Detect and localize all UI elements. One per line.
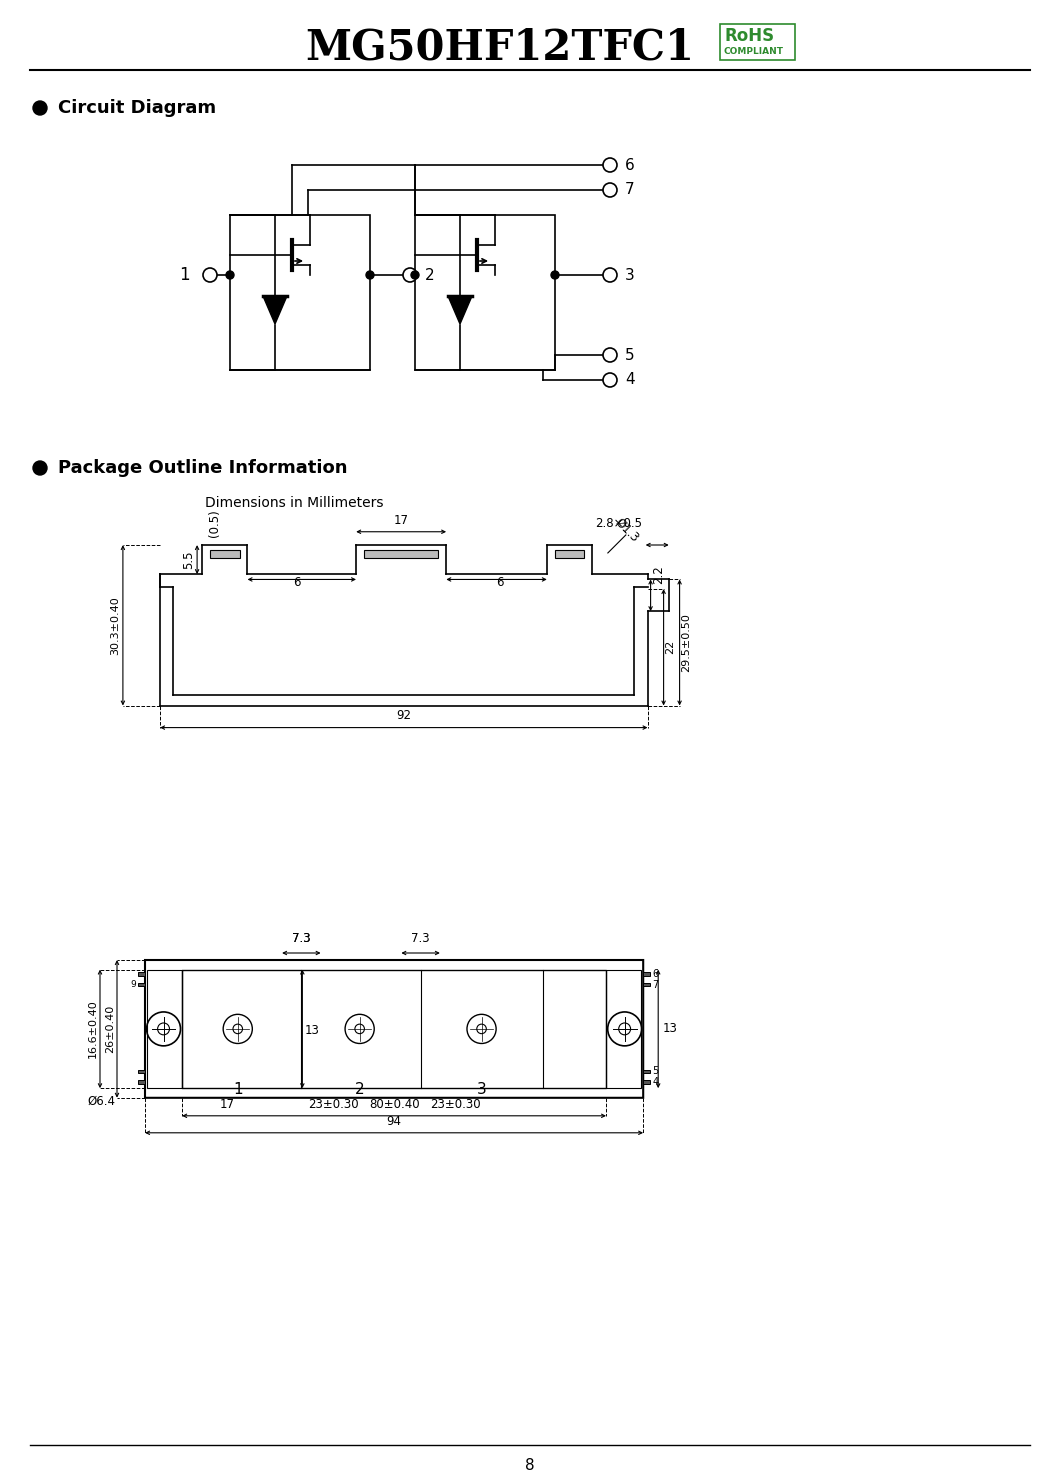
Text: 1: 1 xyxy=(179,266,190,283)
Text: Ø6.4: Ø6.4 xyxy=(87,1095,114,1107)
Text: 13: 13 xyxy=(662,1022,677,1036)
Circle shape xyxy=(411,272,419,279)
Bar xyxy=(210,551,240,558)
Text: 7.3: 7.3 xyxy=(411,932,430,945)
Polygon shape xyxy=(448,295,472,324)
Circle shape xyxy=(366,272,374,279)
Text: 2.2: 2.2 xyxy=(653,565,666,583)
Text: 5.5: 5.5 xyxy=(182,551,195,568)
Text: 2.8×0.5: 2.8×0.5 xyxy=(596,516,642,530)
Text: 3: 3 xyxy=(625,267,635,282)
Circle shape xyxy=(226,272,234,279)
Circle shape xyxy=(603,372,617,387)
Bar xyxy=(147,969,182,1088)
Text: 6: 6 xyxy=(293,576,301,589)
Text: 4: 4 xyxy=(625,372,635,387)
Circle shape xyxy=(403,269,417,282)
Bar xyxy=(138,1070,145,1073)
Circle shape xyxy=(33,462,47,475)
Text: 8: 8 xyxy=(525,1457,535,1472)
Text: 6: 6 xyxy=(625,157,635,172)
Bar xyxy=(643,982,650,987)
Text: 6: 6 xyxy=(496,576,504,589)
Text: 7.3: 7.3 xyxy=(293,932,311,945)
Text: (0.5): (0.5) xyxy=(208,509,220,537)
Text: 92: 92 xyxy=(396,708,411,721)
Text: 2: 2 xyxy=(355,1082,365,1097)
Bar xyxy=(364,551,438,558)
Text: 7.3: 7.3 xyxy=(293,932,311,945)
Text: Circuit Diagram: Circuit Diagram xyxy=(58,99,216,117)
Circle shape xyxy=(603,183,617,197)
Text: 23±0.30: 23±0.30 xyxy=(307,1098,358,1112)
Bar xyxy=(643,1080,650,1083)
Text: MG50HF12TFC1: MG50HF12TFC1 xyxy=(305,27,694,68)
Text: 4: 4 xyxy=(652,1077,658,1088)
Bar xyxy=(138,1080,145,1083)
Text: 2: 2 xyxy=(425,267,435,282)
Text: 13: 13 xyxy=(304,1024,319,1037)
Text: 94: 94 xyxy=(387,1114,402,1128)
Circle shape xyxy=(603,269,617,282)
Circle shape xyxy=(603,157,617,172)
Text: 1: 1 xyxy=(233,1082,243,1097)
Bar xyxy=(230,215,370,370)
Text: RoHS: RoHS xyxy=(724,27,774,45)
Bar xyxy=(138,972,145,975)
Text: 26±0.40: 26±0.40 xyxy=(105,1005,114,1054)
Text: 16.6±0.40: 16.6±0.40 xyxy=(88,1000,98,1058)
Text: 23±0.30: 23±0.30 xyxy=(429,1098,480,1112)
Text: 30.3±0.40: 30.3±0.40 xyxy=(110,597,120,654)
Text: 7: 7 xyxy=(652,979,658,990)
Text: Package Outline Information: Package Outline Information xyxy=(58,459,348,476)
Text: 5: 5 xyxy=(625,347,635,362)
Text: COMPLIANT: COMPLIANT xyxy=(724,47,784,56)
Circle shape xyxy=(551,272,559,279)
Text: Ø1.3: Ø1.3 xyxy=(613,516,641,545)
Text: 9: 9 xyxy=(130,979,136,988)
Text: 80±0.40: 80±0.40 xyxy=(369,1098,420,1112)
Text: 6: 6 xyxy=(652,969,658,979)
Text: Dimensions in Millimeters: Dimensions in Millimeters xyxy=(205,496,384,510)
Bar xyxy=(138,982,145,987)
Text: 5: 5 xyxy=(652,1067,658,1076)
Bar xyxy=(643,972,650,975)
Circle shape xyxy=(603,349,617,362)
Text: 17: 17 xyxy=(393,513,409,527)
Bar xyxy=(606,969,641,1088)
Bar xyxy=(182,969,606,1088)
Text: 22: 22 xyxy=(666,640,675,654)
Circle shape xyxy=(33,101,47,114)
Bar xyxy=(643,1070,650,1073)
Text: 7: 7 xyxy=(625,183,635,197)
Polygon shape xyxy=(263,295,287,324)
Text: 17: 17 xyxy=(219,1098,234,1112)
Bar xyxy=(554,551,584,558)
Bar xyxy=(416,215,555,370)
Text: 29.5±0.50: 29.5±0.50 xyxy=(682,613,691,672)
Text: 3: 3 xyxy=(477,1082,487,1097)
Circle shape xyxy=(204,269,217,282)
